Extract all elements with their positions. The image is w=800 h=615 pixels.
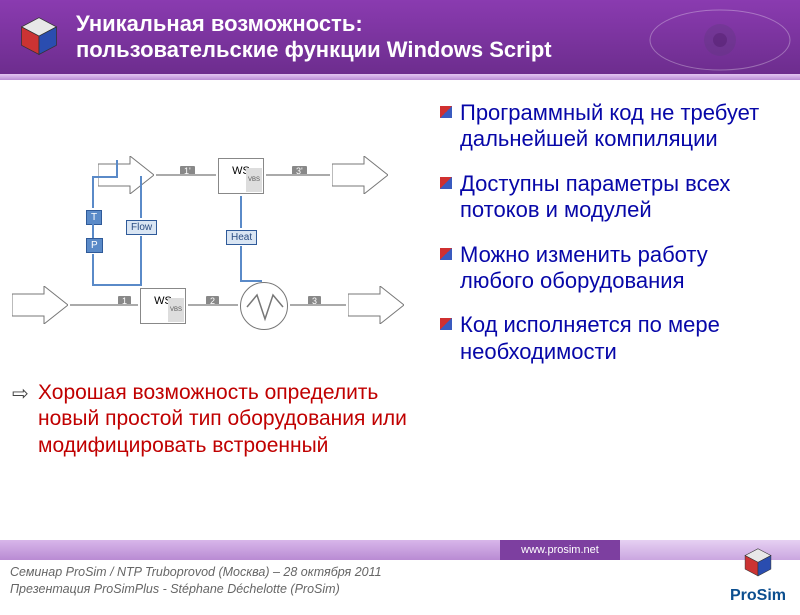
logo-text: ProSim [730, 587, 786, 605]
slide-header: Уникальная возможность: пользовательские… [0, 0, 800, 74]
blue-line [116, 160, 118, 178]
bullet-icon [440, 318, 452, 330]
bullet-item: Программный код не требует дальнейшей ко… [440, 100, 782, 153]
big-arrow-top-in [98, 156, 154, 194]
footer-url: www.prosim.net [500, 540, 620, 560]
blue-line [140, 236, 142, 286]
prosim-logo: ProSim [730, 546, 786, 605]
bullet-icon [440, 248, 452, 260]
blue-line [92, 224, 94, 238]
flowsheet-diagram: 1' WSVBS 3' 1 WSVBS 2 3 T P Flow [8, 126, 424, 376]
blue-line [92, 284, 140, 286]
blue-line [92, 176, 94, 208]
footer-bar: www.prosim.net [0, 540, 800, 560]
eye-decoration [620, 0, 800, 74]
blue-line [92, 254, 94, 284]
footer-bar-left [0, 540, 500, 560]
blue-line [240, 196, 242, 228]
title-line-2: пользовательские функции Windows Script [76, 37, 552, 63]
bullet-text: Программный код не требует дальнейшей ко… [460, 100, 782, 153]
footer-text: Семинар ProSim / NTP Truboprovod (Москва… [0, 560, 800, 602]
bullet-item: Доступны параметры всех потоков и модуле… [440, 171, 782, 224]
label-heat: Heat [226, 230, 257, 245]
label-t: T [86, 210, 102, 225]
callout: ⇨ Хорошая возможность определить новый п… [8, 376, 424, 459]
slide-title: Уникальная возможность: пользовательские… [76, 11, 552, 64]
connector [266, 174, 330, 176]
title-line-1: Уникальная возможность: [76, 11, 552, 37]
bullet-text: Код исполняется по мере необходимости [460, 312, 782, 365]
big-arrow-top-out [332, 156, 388, 194]
right-column: Программный код не требует дальнейшей ко… [432, 80, 800, 540]
blue-line [240, 246, 242, 280]
blue-line [92, 176, 116, 178]
big-arrow-bot-out [348, 286, 404, 324]
arrow-icon: ⇨ [12, 382, 29, 407]
footer-line-2: Презентация ProSimPlus - Stéphane Déchel… [10, 581, 790, 598]
label-p: P [86, 238, 103, 253]
ws-box-top: WSVBS [218, 158, 264, 194]
slide-footer: www.prosim.net Семинар ProSim / NTP Trub… [0, 540, 800, 615]
cube-icon [16, 14, 62, 60]
connector [156, 174, 216, 176]
bullet-item: Код исполняется по мере необходимости [440, 312, 782, 365]
bullet-text: Можно изменить работу любого оборудовани… [460, 242, 782, 295]
blue-line [240, 280, 262, 282]
connector [290, 304, 346, 306]
big-arrow-bot-in [12, 286, 68, 324]
left-column: 1' WSVBS 3' 1 WSVBS 2 3 T P Flow [0, 80, 432, 540]
heat-exchanger [240, 282, 288, 330]
bullet-icon [440, 177, 452, 189]
content-area: 1' WSVBS 3' 1 WSVBS 2 3 T P Flow [0, 80, 800, 540]
cube-icon [739, 546, 777, 580]
ws-box-bot: WSVBS [140, 288, 186, 324]
callout-text: Хорошая возможность определить новый про… [38, 381, 407, 457]
footer-line-1: Семинар ProSim / NTP Truboprovod (Москва… [10, 564, 790, 581]
bullet-text: Доступны параметры всех потоков и модуле… [460, 171, 782, 224]
blue-line [140, 176, 142, 218]
label-flow: Flow [126, 220, 157, 235]
bullet-item: Можно изменить работу любого оборудовани… [440, 242, 782, 295]
connector [70, 304, 138, 306]
connector [188, 304, 238, 306]
bullet-icon [440, 106, 452, 118]
